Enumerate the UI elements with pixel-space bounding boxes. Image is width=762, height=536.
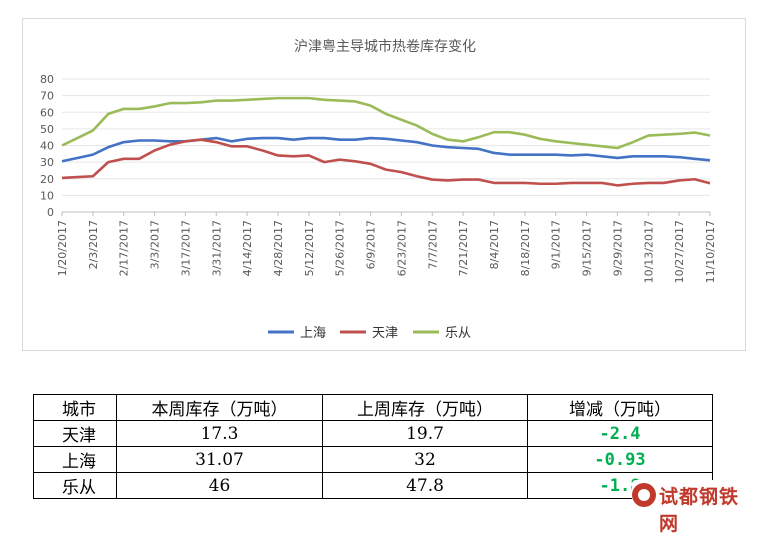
cell-city: 天津 — [33, 420, 117, 447]
x-tick-label: 11/10/2017 — [704, 220, 717, 283]
inventory-table: 城市 本周库存（万吨） 上周库存（万吨） 增减（万吨） 天津 17.3 19.7… — [33, 394, 713, 499]
header-this-week: 本周库存（万吨） — [116, 394, 323, 421]
legend-label: 乐从 — [445, 326, 471, 341]
x-tick-label: 9/15/2017 — [581, 220, 594, 276]
x-tick-label: 6/23/2017 — [395, 220, 408, 276]
x-tick-label: 7/21/2017 — [457, 220, 470, 276]
cell-city: 上海 — [33, 446, 117, 473]
cell-this-week: 46 — [116, 472, 323, 499]
x-tick-label: 10/27/2017 — [673, 220, 686, 283]
x-tick-label: 3/3/2017 — [149, 220, 162, 269]
x-axis-ticks: 1/20/2017 2/3/2017 2/17/2017 3/3/2017 3/17/2… — [56, 212, 717, 283]
x-tick-label: 3/31/2017 — [210, 220, 223, 276]
y-tick-label: 30 — [40, 156, 54, 169]
line-chart: 沪津粤主导城市热卷库存变化 0 10 20 30 40 50 60 70 80 1/20/201… — [40, 38, 717, 341]
x-tick-label: 7/7/2017 — [426, 220, 439, 269]
cell-change: -2.4 — [527, 420, 713, 447]
y-tick-label: 60 — [40, 106, 54, 119]
legend-label: 上海 — [300, 326, 326, 341]
x-tick-label: 2/17/2017 — [118, 220, 131, 276]
y-tick-label: 20 — [40, 173, 54, 186]
y-tick-label: 40 — [40, 140, 54, 153]
table-row: 上海 31.07 32 -0.93 — [33, 446, 713, 473]
x-tick-label: 4/28/2017 — [272, 220, 285, 276]
x-tick-label: 5/12/2017 — [303, 220, 316, 276]
table-row: 乐从 46 47.8 -1.8 — [33, 472, 713, 499]
x-tick-label: 10/13/2017 — [642, 220, 655, 283]
y-tick-label: 10 — [40, 189, 54, 202]
x-tick-label: 8/4/2017 — [488, 220, 501, 269]
x-tick-label: 9/29/2017 — [611, 220, 624, 276]
series-lines — [61, 96, 711, 187]
chart-title: 沪津粤主导城市热卷库存变化 — [294, 38, 476, 55]
cell-last-week: 47.8 — [322, 472, 528, 499]
site-watermark: 试都钢铁网 — [632, 480, 747, 535]
cell-last-week: 19.7 — [322, 420, 528, 447]
watermark-text: 试都钢铁网 — [659, 486, 740, 535]
x-tick-label: 5/26/2017 — [334, 220, 347, 276]
legend-label: 天津 — [372, 326, 398, 341]
legend: 上海 天津 乐从 — [268, 326, 471, 341]
x-tick-label: 2/3/2017 — [87, 220, 100, 269]
y-tick-label: 50 — [40, 123, 54, 136]
x-tick-label: 6/9/2017 — [365, 220, 378, 269]
y-tick-label: 80 — [40, 73, 54, 86]
cell-this-week: 17.3 — [116, 420, 323, 447]
cell-this-week: 31.07 — [116, 446, 323, 473]
x-tick-label: 3/17/2017 — [179, 220, 192, 276]
y-axis-ticks: 0 10 20 30 40 50 60 70 80 — [40, 73, 54, 219]
header-city: 城市 — [33, 394, 117, 421]
x-tick-label: 9/1/2017 — [550, 220, 563, 269]
table-row: 天津 17.3 19.7 -2.4 — [33, 420, 713, 447]
cell-city: 乐从 — [33, 472, 117, 499]
header-last-week: 上周库存（万吨） — [322, 394, 528, 421]
x-tick-label: 4/14/2017 — [241, 220, 254, 276]
chart-container: 沪津粤主导城市热卷库存变化 0 10 20 30 40 50 60 70 80 1/20/201… — [22, 18, 746, 351]
logo-icon — [632, 483, 656, 507]
gridlines — [62, 78, 710, 213]
series-line-2 — [61, 96, 711, 150]
cell-change: -0.93 — [527, 446, 713, 473]
cell-last-week: 32 — [322, 446, 528, 473]
series-line-1 — [61, 138, 711, 187]
series-line-0 — [61, 136, 711, 163]
header-change: 增减（万吨） — [527, 394, 713, 421]
x-tick-label: 1/20/2017 — [56, 220, 69, 276]
table-header-row: 城市 本周库存（万吨） 上周库存（万吨） 增减（万吨） — [33, 394, 713, 421]
x-tick-label: 8/18/2017 — [519, 220, 532, 276]
y-tick-label: 70 — [40, 90, 54, 103]
y-tick-label: 0 — [47, 206, 54, 219]
